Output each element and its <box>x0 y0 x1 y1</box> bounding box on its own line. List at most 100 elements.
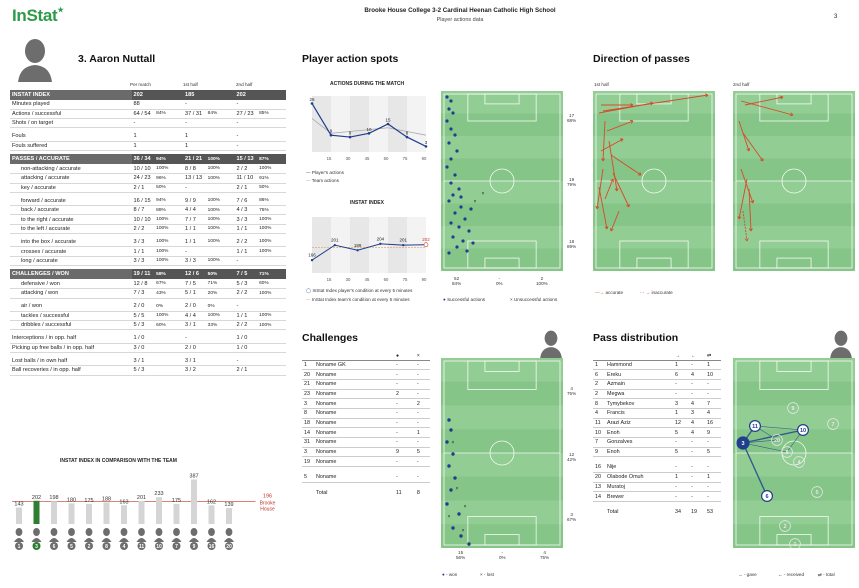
arrow-head <box>601 158 606 162</box>
stats-cell: 2 / 1 <box>234 365 258 376</box>
chart-band <box>369 96 388 152</box>
chart-band <box>331 96 350 152</box>
index-label: 204 <box>377 236 385 241</box>
pass-distribution-pitch: 3 11 10 6 9 7 20 8 4 5 2 1 <box>733 358 855 550</box>
accurate-pass-arrow <box>742 132 764 162</box>
pass-dist-num: 10 <box>593 427 605 438</box>
stats-cell: Shots / on target <box>10 118 132 129</box>
stats-cell <box>154 343 183 354</box>
stats-cell <box>205 131 235 142</box>
x-tick: 45 <box>365 277 370 282</box>
challenge-won-marker <box>467 542 471 546</box>
legend-unsuccessful: × Unsuccessful actions <box>510 297 558 302</box>
stats-cell: 75% <box>257 205 286 216</box>
challenges-pitch: × × × × × <box>441 358 563 548</box>
legend-index-team: — InStat Index team's condition at every… <box>306 297 410 302</box>
stats-cell: 94% <box>154 196 183 207</box>
arrow-head <box>637 172 642 176</box>
accurate-pass-arrow <box>610 154 642 176</box>
stats-row: into the box / accurate 3 / 3 100% 1 / 1 100… <box>10 237 286 248</box>
accurate-pass-arrow <box>596 168 604 210</box>
pass-dist-gave: 1 <box>673 472 689 483</box>
player-number-badge <box>190 542 198 550</box>
legend-gave: → - gave <box>738 572 757 577</box>
pitch-stripe <box>593 113 715 136</box>
challenge-lost: - <box>414 389 430 400</box>
stats-row: Interceptions / in opp. half 1 / 0-1 / 0 <box>10 333 286 344</box>
challenge-lost-marker: × <box>456 486 459 492</box>
stats-cell <box>205 118 235 129</box>
stats-cell: 33% <box>205 320 235 331</box>
x-tick: 60 <box>384 277 389 282</box>
stats-cell: 71% <box>257 269 286 280</box>
stats-cell: 1 <box>183 141 206 152</box>
challenge-lost: - <box>414 369 430 380</box>
challenge-lost-marker: × <box>462 528 465 534</box>
pass-dist-num: 2 <box>593 389 605 400</box>
pass-dist-name: Francis <box>605 408 673 419</box>
player-body-icon <box>189 538 199 542</box>
pass-dist-total-row: Total 34 19 53 <box>593 508 721 518</box>
stats-cell: - <box>234 131 258 142</box>
stats-cell: 0% <box>154 302 183 312</box>
chal-zone-bottom-2: -0% <box>499 550 506 560</box>
stats-cell: - <box>131 118 155 129</box>
stats-cell: key / accurate <box>10 183 132 193</box>
action-spot <box>457 187 461 191</box>
won-col-icon: ● <box>394 352 415 361</box>
accurate-pass-arrow <box>738 178 748 220</box>
stats-cell: 0% <box>205 302 235 312</box>
pitch-stripe <box>733 500 855 525</box>
stats-cell: - <box>183 100 206 110</box>
player-name: 3. Aaron Nuttall <box>78 53 156 65</box>
pitch-stripe <box>733 476 855 501</box>
pass-dist-name: Nije <box>605 462 673 474</box>
stats-cell: Minutes played <box>10 100 132 110</box>
total-col-icon: ⇄ <box>705 352 721 361</box>
stats-cell: 100% <box>154 164 183 175</box>
chart-band <box>369 217 388 273</box>
total-total: 53 <box>707 509 713 516</box>
challenge-won-marker <box>449 428 453 432</box>
comparison-bar <box>86 503 92 524</box>
pitch-stripe <box>733 248 855 271</box>
legend-successful: ● Successful actions <box>443 297 486 302</box>
pass-dist-name: Ereku <box>605 369 673 380</box>
stats-cell: 100% <box>154 256 183 266</box>
index-point <box>379 242 382 246</box>
arrow-head <box>630 103 634 107</box>
pass-dist-row: 8 Tymybekov 3 4 7 <box>593 398 721 409</box>
stats-cell <box>257 90 286 100</box>
pitch-stripe <box>593 203 715 226</box>
challenge-won-marker <box>445 502 449 506</box>
stats-cell: 100% <box>154 311 183 322</box>
stats-cell: 3 / 3 <box>183 256 206 266</box>
challenge-lost: 5 <box>414 447 430 458</box>
comparison-value: 387 <box>189 473 198 479</box>
comparison-value: 175 <box>84 498 93 504</box>
arrow-head <box>705 93 709 98</box>
stats-cell: 100% <box>257 237 286 248</box>
challenge-num: 14 <box>302 427 314 438</box>
player-node <box>827 418 839 430</box>
challenge-name: Noname <box>314 437 394 448</box>
pass-dist-num: 4 <box>593 408 605 419</box>
x-tick: 75 <box>403 277 408 282</box>
team-actions-line <box>311 118 427 136</box>
player-number: 8 <box>105 544 108 550</box>
player-node-number: 9 <box>791 406 794 412</box>
player-node <box>749 419 762 432</box>
pitch-stripe <box>441 476 563 501</box>
challenge-won: - <box>394 427 415 438</box>
stats-cell <box>154 141 183 152</box>
arrow-head <box>780 95 784 100</box>
stats-cell: 8 / 7 <box>131 205 155 216</box>
challenge-row: 18 Noname - - <box>302 418 430 429</box>
action-spot <box>451 235 455 239</box>
total-gave: 34 <box>675 509 681 516</box>
pass-dist-name: Muratoj <box>605 482 673 493</box>
stats-row: crosses / accurate 1 / 1 100% -1 / 1 100% <box>10 246 286 257</box>
action-spot <box>459 205 463 209</box>
actions-chart-title: ACTIONS DURING THE MATCH <box>330 81 405 87</box>
comparison-bar <box>121 505 127 524</box>
